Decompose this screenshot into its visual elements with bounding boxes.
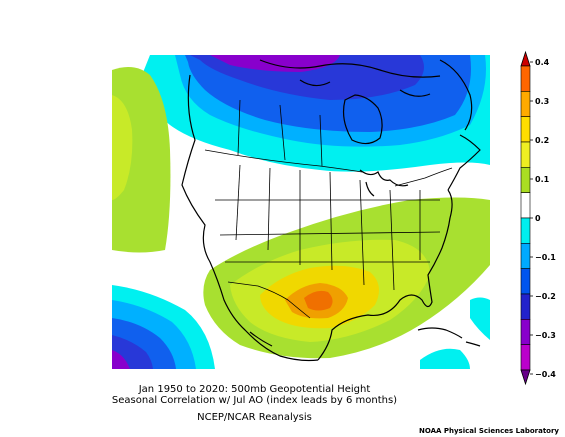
map-panel [112,55,490,369]
colorbar-segment [520,141,531,168]
colorbar-segment [520,319,531,345]
colorbar-label: −0.4 [535,370,556,379]
colorbar-label: −0.2 [535,292,556,301]
colorbar-top-arrow [520,50,531,67]
colorbar-segment [520,65,531,92]
colorbar-label: 0.1 [535,175,550,184]
colorbar-segment [520,344,531,371]
caption-source: NCEP/NCAR Reanalysis [197,412,312,423]
colorbar: 0.4 0.3 0.2 0.1 0 −0.1 −0.2 −0.3 −0.4 [520,50,556,386]
caption-description: Seasonal Correlation w/ Jul AO (index le… [111,395,398,406]
colorbar-segment [520,91,531,117]
colorbar-label: 0.2 [535,136,549,145]
colorbar-segment [520,116,531,143]
colorbar-segment [520,217,531,244]
colorbar-label: 0.3 [535,97,549,106]
colorbar-label: 0.4 [535,58,550,67]
colorbar-segment [520,167,531,193]
contour-neg01-gulf [420,348,470,369]
colorbar-label: −0.3 [535,331,556,340]
colorbar-segment [520,192,531,219]
credit-label: NOAA Physical Sciences Laboratory [418,427,559,435]
political-borders [204,99,453,319]
colorbar-segment [520,293,531,320]
colorbar-label: −0.1 [535,253,556,262]
colorbar-segment [520,268,531,295]
caption-date-range: Jan 1950 to 2020: 500mb Geopotential Hei… [138,384,371,395]
colorbar-segment [520,243,531,269]
contour-pos05-south [304,290,333,311]
colorbar-bottom-arrow [520,369,531,386]
colorbar-label: 0 [535,214,541,223]
contour-neg05-southwest [112,350,130,369]
contour-pos02-west [112,95,133,200]
contour-neg01-southeast [470,297,490,340]
